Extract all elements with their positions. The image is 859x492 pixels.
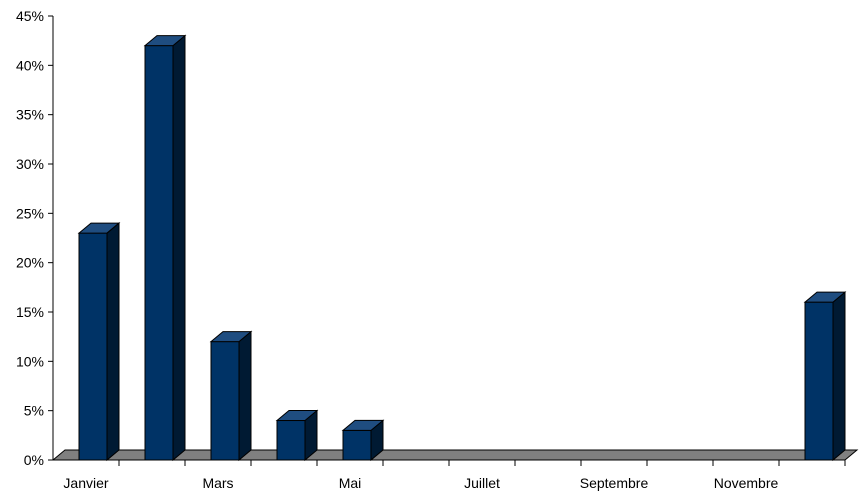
bar xyxy=(341,419,385,462)
bar-top-face xyxy=(275,410,319,422)
x-tick-label: Novembre xyxy=(714,475,779,491)
bar-top-face xyxy=(209,331,253,343)
bar xyxy=(275,409,319,462)
y-tick-label: 40% xyxy=(16,57,44,73)
bars-layer xyxy=(77,34,847,462)
bar-side-face xyxy=(832,291,846,462)
y-tick-label: 25% xyxy=(16,205,44,221)
x-tick-label: Mai xyxy=(339,475,362,491)
x-tick-label: Juillet xyxy=(464,475,500,491)
y-tick-label: 5% xyxy=(24,403,44,419)
y-tick-label: 30% xyxy=(16,156,44,172)
y-tick-label: 45% xyxy=(16,8,44,24)
bar-side-face xyxy=(172,34,186,462)
axis-layer xyxy=(48,15,846,466)
bar xyxy=(77,221,121,462)
bar-top-face xyxy=(77,222,121,234)
y-tick-label: 20% xyxy=(16,255,44,271)
x-tick-label: Janvier xyxy=(63,475,108,491)
y-tick-label: 15% xyxy=(16,304,44,320)
bar-top-face xyxy=(341,419,385,431)
labels-layer: 0% 5% 10% 15% 20% 25% 30% 35% 40% 45% Janvier Mars M… xyxy=(16,8,779,491)
bar-front-face xyxy=(78,232,108,461)
bar-front-face xyxy=(342,429,372,461)
y-tick-label: 0% xyxy=(24,452,44,468)
bar xyxy=(209,330,253,462)
bar-top-face xyxy=(143,35,187,47)
x-tick-label: Septembre xyxy=(580,475,649,491)
bar-front-face xyxy=(144,45,174,461)
bar-front-face xyxy=(210,341,240,461)
bar-front-face xyxy=(276,420,306,461)
bar-top-face xyxy=(803,291,847,303)
bar-side-face xyxy=(238,330,252,462)
bar-front-face xyxy=(804,301,834,461)
x-tick-label: Mars xyxy=(202,475,233,491)
bar xyxy=(143,34,187,462)
bar xyxy=(803,291,847,462)
bar-side-face xyxy=(106,221,120,462)
y-tick-label: 35% xyxy=(16,107,44,123)
y-tick-label: 10% xyxy=(16,353,44,369)
